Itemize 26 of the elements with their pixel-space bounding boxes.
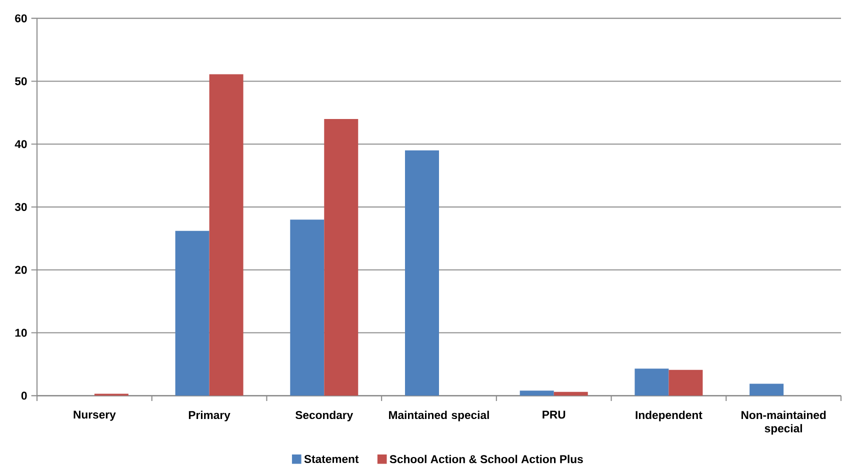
- legend-label: Statement: [304, 455, 359, 464]
- bar: [750, 384, 784, 396]
- bar: [634, 368, 669, 396]
- bar: [324, 118, 358, 396]
- y-tick-label: 10: [15, 328, 27, 337]
- x-tick-label: Independent: [636, 410, 702, 422]
- y-tick-label: 60: [15, 14, 27, 22]
- x-tick-label: Nursery: [74, 410, 116, 421]
- legend-label: School Action & School Action Plus: [390, 454, 583, 464]
- x-tick-label: Primary: [188, 410, 230, 422]
- y-tick-label: 50: [15, 77, 27, 86]
- bar: [668, 370, 703, 396]
- y-tick-label: 40: [14, 140, 27, 148]
- bar: [554, 392, 588, 396]
- y-tick-label: 0: [21, 392, 27, 400]
- x-tick-label: Maintained special: [389, 410, 489, 422]
- y-tick-label: 20: [15, 266, 27, 274]
- bar: [175, 230, 210, 396]
- y-tick-label: 30: [14, 202, 27, 212]
- bar: [209, 74, 244, 396]
- bar: [290, 220, 324, 396]
- x-tick-label: PRU: [542, 410, 566, 419]
- x-tick-label: Secondary: [296, 410, 354, 422]
- bar: [405, 150, 439, 396]
- bar: [520, 390, 554, 396]
- x-tick-label: Non-maintained special: [742, 410, 826, 435]
